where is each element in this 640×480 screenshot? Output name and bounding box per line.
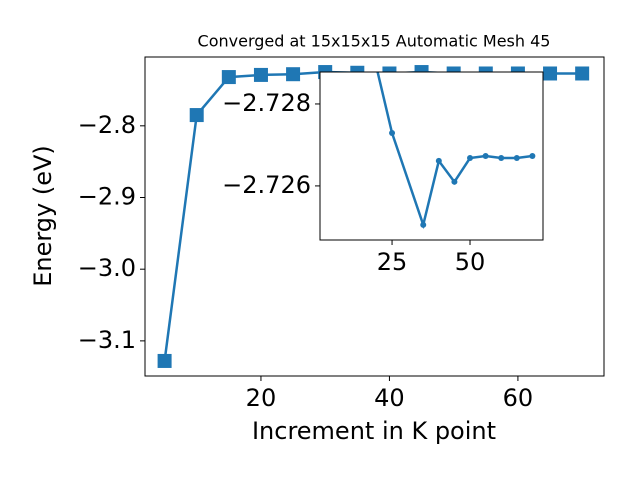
y-axis-label: Energy (eV) bbox=[29, 145, 57, 287]
y-tick-label: −2.8 bbox=[78, 111, 136, 139]
data-point bbox=[389, 130, 396, 137]
data-point bbox=[498, 155, 505, 162]
y-tick-label: −2.726 bbox=[222, 171, 311, 199]
data-point bbox=[286, 67, 301, 82]
plot-clip bbox=[376, 72, 536, 230]
data-point bbox=[221, 70, 236, 85]
plot-area bbox=[320, 72, 543, 240]
data-point bbox=[482, 153, 489, 159]
x-tick-label: 50 bbox=[455, 248, 486, 276]
data-point bbox=[435, 157, 442, 164]
data-point bbox=[513, 155, 520, 162]
data-point bbox=[467, 155, 474, 162]
data-point bbox=[253, 67, 268, 82]
x-tick-label: 40 bbox=[374, 384, 405, 412]
y-tick-label: −3.1 bbox=[78, 326, 136, 354]
data-point bbox=[420, 221, 427, 228]
data-line bbox=[376, 72, 533, 230]
data-point bbox=[157, 353, 172, 368]
data-point bbox=[543, 66, 558, 81]
data-point bbox=[529, 153, 536, 159]
axes-frame bbox=[319, 71, 544, 241]
data-point bbox=[575, 66, 590, 81]
y-tick-label: −2.728 bbox=[222, 89, 311, 117]
data-point bbox=[189, 108, 204, 123]
data-point bbox=[451, 178, 458, 185]
chart-title: Converged at 15x15x15 Automatic Mesh 45 bbox=[198, 32, 551, 51]
axes-frame bbox=[144, 56, 605, 377]
x-tick-label: 25 bbox=[377, 248, 408, 276]
x-axis-label: Increment in K point bbox=[252, 417, 496, 445]
x-tick-label: 60 bbox=[503, 384, 534, 412]
x-tick-label: 20 bbox=[246, 384, 277, 412]
y-tick-label: −3.0 bbox=[78, 254, 136, 282]
y-tick-label: −2.9 bbox=[78, 183, 136, 211]
